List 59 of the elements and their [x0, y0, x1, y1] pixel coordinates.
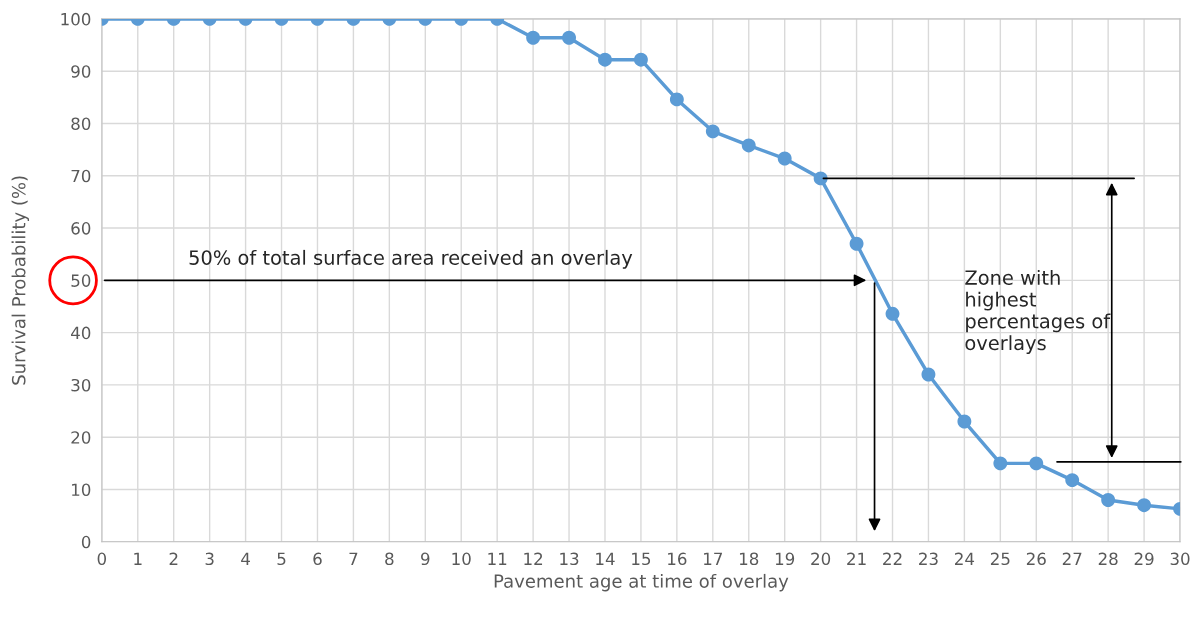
x-tick-label: 9: [421, 552, 430, 566]
x-tick-label: 30: [1170, 552, 1190, 566]
x-tick-label: 13: [560, 552, 579, 566]
x-tick-label: 17: [704, 552, 722, 565]
point: [957, 414, 972, 429]
annotation: Zone with highest percentages of overlays: [965, 269, 1111, 355]
point: [1065, 473, 1080, 488]
x-tick-label: 20: [811, 552, 831, 566]
point: [849, 236, 864, 251]
x-tick-label: 2: [169, 552, 178, 565]
y-tick-label: 10: [72, 483, 91, 497]
point: [777, 151, 792, 166]
x-tick-label: 22: [883, 552, 902, 565]
x-tick-label: 21: [847, 552, 866, 565]
x-tick-label: 10: [452, 552, 471, 566]
point: [705, 124, 720, 139]
y-tick-label: 20: [71, 431, 91, 444]
x-tick-label: 1: [134, 552, 142, 565]
y-tick-label: 30: [71, 378, 91, 392]
x-tick-label: 11: [488, 552, 507, 565]
point: [813, 171, 828, 186]
x-tick-label: 26: [1026, 552, 1046, 566]
point: [993, 456, 1008, 471]
x-tick-label: 29: [1134, 552, 1154, 566]
x-tick-label: 0: [97, 552, 107, 566]
annotation: 50% of total surface area received an overlay: [189, 249, 633, 269]
x-axis-title: Pavement age at time of overlay: [494, 573, 789, 592]
point: [1101, 493, 1116, 507]
x-tick-label: 19: [775, 552, 795, 566]
y-tick-label: 50: [71, 274, 91, 287]
x-tick-label: 16: [668, 552, 687, 566]
x-tick-label: 28: [1098, 552, 1118, 566]
x-tick-label: 4: [241, 552, 250, 565]
y-axis-title: Survival Probability (%): [11, 176, 30, 385]
x-tick-label: 5: [277, 552, 286, 566]
y-tick-label: 100: [61, 12, 91, 26]
x-tick-label: 14: [596, 552, 615, 565]
point: [885, 306, 900, 321]
y-tick-label: 40: [71, 326, 91, 340]
x-tick-label: 24: [955, 552, 975, 565]
y-tick-label: 70: [71, 169, 91, 183]
x-tick-label: 7: [349, 552, 358, 565]
x-tick-label: 23: [919, 552, 938, 566]
y-tick-label: 90: [71, 65, 91, 78]
x-tick-label: 8: [385, 552, 394, 566]
x-tick-label: 27: [1062, 552, 1082, 565]
point: [741, 138, 756, 153]
y-tick-label: 0: [81, 535, 91, 549]
y-tick-label: 80: [71, 117, 91, 131]
x-tick-label: 6: [313, 552, 322, 566]
y-tick-label: 60: [71, 222, 91, 235]
x-tick-label: 15: [632, 552, 651, 566]
point: [1137, 498, 1152, 513]
point: [921, 367, 936, 382]
x-tick-label: 12: [524, 552, 543, 565]
point: [1029, 456, 1044, 471]
x-tick-label: 18: [739, 552, 759, 566]
x-tick-label: 3: [205, 552, 214, 566]
x-tick-label: 25: [990, 552, 1010, 566]
